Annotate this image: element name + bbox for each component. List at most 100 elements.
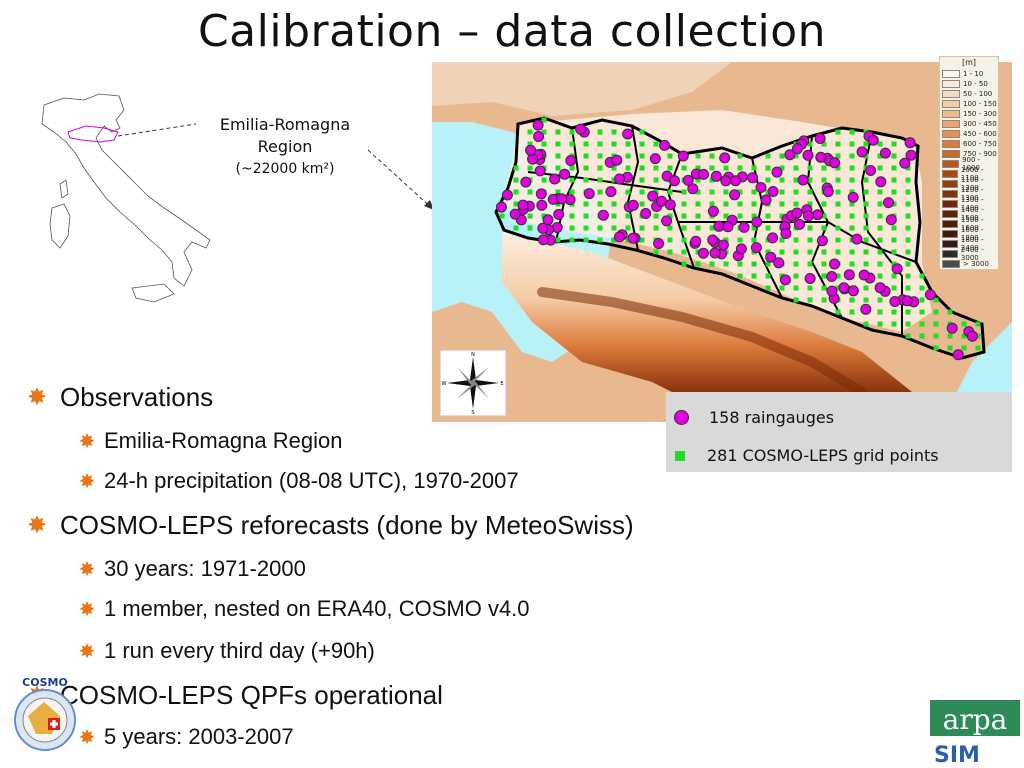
grid-point-marker (681, 201, 687, 207)
raingauge-marker (549, 173, 561, 185)
elevation-swatch (942, 160, 960, 168)
raingauge-marker (767, 232, 779, 244)
grid-point-marker (779, 285, 785, 291)
elevation-class-row: 1200 - 1300 (940, 186, 998, 202)
bullet-obs-precip: ✸ 24-h precipitation (08-08 UTC), 1970-2… (76, 468, 519, 494)
grid-point-marker (737, 201, 743, 207)
grid-point-marker (695, 213, 701, 219)
grid-point-marker (667, 225, 673, 231)
grid-point-marker (653, 165, 659, 171)
grid-point-marker (737, 165, 743, 171)
raingauge-marker (738, 221, 750, 233)
raingauge-marker (847, 285, 859, 297)
bullet-star-icon: ✸ (78, 726, 96, 749)
raingauge-marker (583, 188, 595, 200)
grid-point-marker (905, 165, 911, 171)
grid-point-marker (779, 165, 785, 171)
raingauge-marker (559, 168, 571, 180)
grid-point-marker (597, 225, 603, 231)
elevation-swatch (942, 180, 958, 188)
grid-point-marker (695, 189, 701, 195)
grid-point-marker (667, 153, 673, 159)
callout-lines (117, 123, 435, 211)
grid-point-marker (891, 153, 897, 159)
grid-point-marker (849, 153, 855, 159)
grid-point-marker (849, 141, 855, 147)
grid-point-marker (877, 273, 883, 279)
grid-point-marker (513, 165, 519, 171)
grid-point-marker (877, 309, 883, 315)
elevation-swatch (942, 100, 960, 108)
grid-point-marker (611, 129, 617, 135)
grid-point-marker (597, 189, 603, 195)
elevation-swatch (942, 230, 958, 238)
grid-point-marker (877, 189, 883, 195)
region-map-svg (432, 62, 1012, 422)
elevation-class-row: 750 - 900 (940, 149, 998, 159)
grid-point-marker (737, 153, 743, 159)
raingauge-marker (535, 188, 547, 200)
grid-point-marker (681, 189, 687, 195)
cosmo-logo: COSMO (14, 676, 76, 751)
grid-point-marker (737, 237, 743, 243)
bullet-ref-years: ✸ 30 years: 1971-2000 (76, 556, 306, 582)
grid-point-marker (583, 237, 589, 243)
grid-point-marker (807, 261, 813, 267)
bullet-text: 1 member, nested on ERA40, COSMO v4.0 (104, 596, 530, 621)
grid-point-marker (751, 189, 757, 195)
elevation-class-label: > 3000 (963, 260, 989, 268)
raingauge-marker (755, 182, 767, 193)
grid-point-marker (723, 213, 729, 219)
grid-point-marker (835, 201, 841, 207)
bullet-text: 5 years: 2003-2007 (104, 724, 294, 749)
grid-point-marker (611, 165, 617, 171)
grid-point-marker (597, 129, 603, 135)
elevation-class-label: 300 - 450 (963, 120, 997, 128)
raingauge-marker (614, 173, 625, 185)
elevation-class-label: 900 - 1000 (962, 156, 981, 172)
raingauge-marker (735, 243, 747, 255)
grid-point-marker (555, 141, 561, 147)
elevation-class-row: 1600 - 1800 (940, 226, 998, 242)
elevation-swatch (942, 70, 960, 78)
bullet-observations: ✸ Observations (24, 382, 213, 413)
raingauge-marker (767, 186, 779, 197)
grid-point-marker (821, 141, 827, 147)
slide-title: Calibration – data collection (197, 6, 827, 57)
emilia-romagna-outline (67, 125, 119, 143)
elevation-swatch (942, 240, 958, 248)
elevation-legend: [m] 1 - 10 10 - 50 50 - 100 100 - 150 150 - … (939, 56, 999, 270)
bullet-text: Emilia-Romagna Region (104, 428, 343, 453)
grid-point-marker (569, 237, 575, 243)
elevation-class-label: 1500 - 1600 (960, 216, 984, 232)
elevation-class-label: 1000 - 1100 (960, 166, 984, 182)
grid-point-marker (541, 129, 547, 135)
grid-point-marker (541, 177, 547, 183)
grid-point-marker (611, 201, 617, 207)
raingauge-marker (814, 133, 826, 144)
grid-point-marker (639, 165, 645, 171)
grid-point-marker (849, 189, 855, 195)
grid-point-marker (891, 189, 897, 195)
region-elevation-map (432, 62, 1012, 422)
bullet-star-icon: ✸ (78, 558, 96, 581)
grid-point-marker (975, 345, 981, 351)
grid-point-marker (611, 225, 617, 231)
grid-point-marker (751, 261, 757, 267)
grid-point-marker (639, 189, 645, 195)
raingauge-marker (779, 274, 791, 286)
elevation-class-label: 1100 - 1200 (960, 176, 984, 192)
grid-point-marker (625, 153, 631, 159)
grid-point-marker (723, 237, 729, 243)
grid-point-marker (835, 309, 841, 315)
grid-point-marker (583, 177, 589, 183)
elevation-class-row: 450 - 600 (940, 129, 998, 139)
grid-point-marker (513, 177, 519, 183)
elevation-class-row: 2400 - 3000 (940, 246, 998, 262)
raingauge-marker (495, 201, 507, 213)
grid-point-marker (569, 213, 575, 219)
elevation-class-label: 1400 - 1500 (960, 206, 984, 222)
raingauge-marker (773, 257, 785, 269)
elevation-class-label: 600 - 750 (963, 140, 997, 148)
raingauge-marker (826, 285, 838, 297)
